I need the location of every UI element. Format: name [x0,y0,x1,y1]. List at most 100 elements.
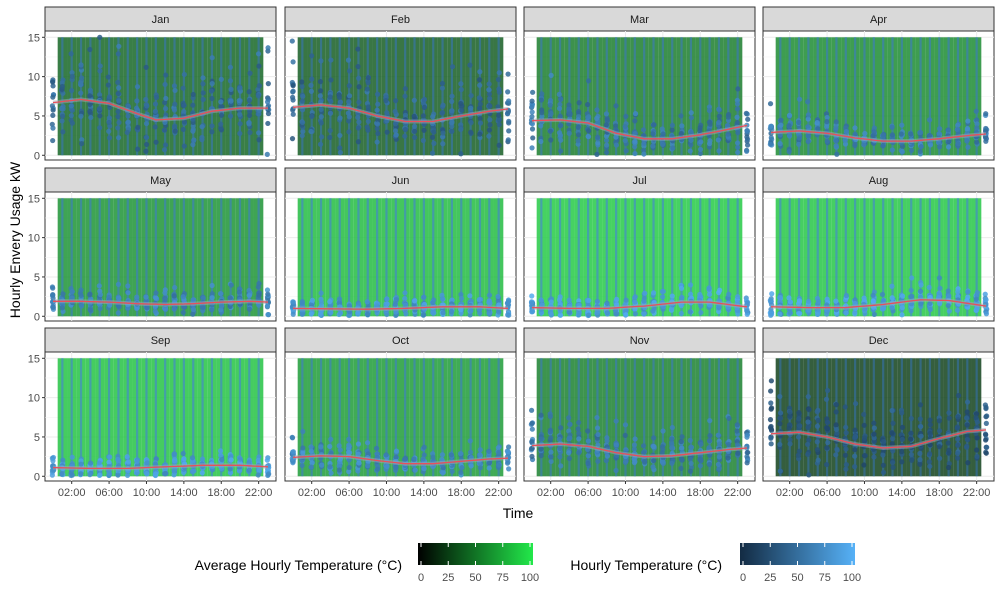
data-point [190,468,196,474]
data-point [228,282,234,288]
data-point [246,306,253,312]
data-point [365,80,371,86]
facet-panel-feb: Feb [284,6,517,161]
data-point [918,301,924,307]
data-point [529,126,536,132]
data-point [768,426,775,433]
data-point [927,431,933,437]
smooth-line [53,300,269,306]
data-point [309,76,315,82]
data-point [557,132,564,138]
data-point [346,436,352,442]
data-point [355,46,361,52]
data-point [670,145,676,151]
data-point [715,137,721,143]
data-point [227,295,233,301]
data-point [495,445,501,451]
data-point [459,464,465,471]
data-point [309,460,315,466]
data-point [505,89,511,95]
data-point [631,456,637,462]
data-point [716,106,722,112]
data-point [787,299,794,305]
data-point [650,131,656,137]
data-point [632,118,638,124]
facet-strip-label: Jun [392,175,410,187]
data-point [879,291,886,298]
data-point [945,144,952,150]
data-point [964,409,970,415]
data-point [246,112,253,119]
data-point [144,103,150,109]
data-point [476,297,482,303]
data-point [289,136,296,142]
x-tick-label: 14:00 [649,487,677,499]
data-point [255,51,262,57]
data-point [180,309,186,316]
data-point [300,128,306,135]
facet-strip-label: May [150,175,171,187]
data-point [116,43,122,49]
data-point [890,420,896,426]
data-point [430,309,437,316]
data-point [688,137,694,143]
smooth-line [770,299,987,309]
data-point [69,472,75,478]
data-point [852,125,858,131]
data-point [299,98,306,104]
data-point [706,104,713,110]
data-point [163,470,169,477]
data-point [227,113,234,119]
data-point [317,79,324,85]
data-point [769,291,775,297]
data-point [153,290,159,296]
data-point [548,435,554,441]
data-point [265,311,271,318]
data-point [255,472,261,478]
data-point [60,106,66,112]
data-point [641,449,647,456]
data-point [945,288,951,294]
data-point [161,127,168,133]
data-point [375,466,381,472]
facet-strip [44,6,277,32]
data-point [336,296,343,302]
data-point [815,417,821,423]
data-point [974,435,980,441]
data-point [289,434,295,440]
smooth-line [531,301,748,310]
data-point [236,289,242,295]
data-point [814,119,820,126]
data-point [420,113,427,119]
data-point [318,106,324,113]
data-point [392,128,399,134]
data-point [125,459,132,465]
data-point [365,75,371,81]
data-point [78,287,84,293]
avg-temp-tiles [775,198,982,317]
data-point [506,118,512,125]
data-point [964,125,971,132]
data-point [678,130,684,137]
data-point [506,466,512,472]
data-point [237,456,243,462]
data-point [594,115,600,122]
data-point [777,393,783,400]
data-point [50,292,56,298]
data-point [144,470,150,477]
data-point [726,415,732,422]
data-point [641,310,647,316]
data-point [60,129,66,135]
data-point [687,282,694,288]
data-point [805,99,811,105]
data-point [899,410,905,416]
data-point [393,297,400,303]
data-point [264,303,271,309]
data-point [449,119,455,125]
data-point [823,396,830,402]
data-point [440,141,446,147]
data-point [505,449,511,455]
data-point [833,426,840,433]
data-point [124,454,130,460]
data-point [116,119,122,126]
